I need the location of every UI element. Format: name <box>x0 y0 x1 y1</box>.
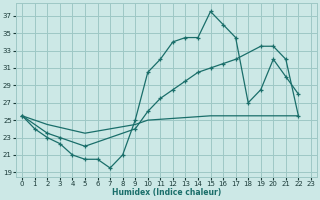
X-axis label: Humidex (Indice chaleur): Humidex (Indice chaleur) <box>112 188 221 197</box>
